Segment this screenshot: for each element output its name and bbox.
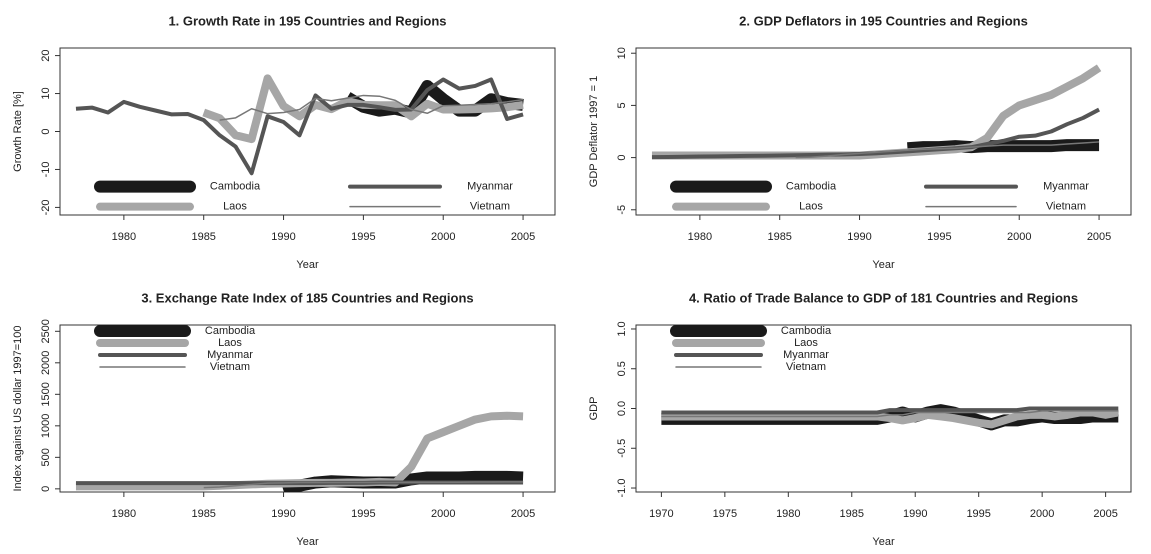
series-line [75, 77, 524, 176]
y-tick-label: 5 [616, 102, 628, 108]
x-tick-label: 1995 [351, 508, 375, 520]
x-tick-label: 1995 [927, 231, 951, 243]
plot-frame [635, 47, 1132, 216]
legend-label: Laos [218, 337, 242, 349]
x-tick-label: 1995 [351, 231, 375, 243]
x-tick-label: 1975 [713, 508, 737, 520]
x-tick-label: 1990 [903, 508, 927, 520]
x-axis-label: Year [872, 259, 895, 271]
y-tick-label: 0 [40, 128, 52, 134]
chart-title: 1. Growth Rate in 195 Countries and Regi… [168, 13, 446, 28]
y-tick-label: -0.5 [616, 439, 628, 458]
legend-label: Vietnam [210, 361, 250, 373]
x-tick-label: 2005 [511, 231, 535, 243]
plot-frame [59, 324, 556, 493]
legend-label: Laos [799, 201, 823, 213]
x-axis-label: Year [296, 259, 319, 271]
y-tick-label: 1000 [40, 414, 52, 438]
y-tick-label: 1.0 [616, 321, 628, 336]
y-tick-label: 0 [616, 155, 628, 161]
y-tick-label: -5 [616, 205, 628, 215]
y-axis-label: Index against US dollar 1997=100 [12, 325, 24, 491]
x-tick-label: 1990 [271, 508, 295, 520]
legend-label: Cambodia [205, 325, 256, 337]
x-tick-label: 1990 [847, 231, 871, 243]
legend-label: Vietnam [470, 201, 510, 213]
y-tick-label: 0.5 [616, 361, 628, 376]
series-line [344, 79, 524, 119]
y-tick-label: 1500 [40, 382, 52, 406]
x-tick-label: 1980 [112, 231, 136, 243]
chart-title: 3. Exchange Rate Index of 185 Countries … [141, 290, 473, 305]
x-tick-label: 1980 [776, 508, 800, 520]
y-tick-label: 20 [40, 49, 52, 61]
chart-title: 2. GDP Deflators in 195 Countries and Re… [739, 13, 1028, 28]
x-tick-label: 2000 [1030, 508, 1054, 520]
x-tick-label: 1980 [688, 231, 712, 243]
x-axis-label: Year [296, 536, 319, 548]
legend-label: Vietnam [1046, 201, 1086, 213]
x-tick-label: 1985 [191, 508, 215, 520]
series-line [795, 141, 1100, 159]
x-tick-label: 2000 [431, 231, 455, 243]
y-tick-label: 500 [40, 448, 52, 466]
y-axis-label: Growth Rate [%] [12, 91, 24, 172]
legend-label: Myanmar [783, 349, 829, 361]
series-line [661, 406, 1119, 415]
y-tick-label: 0 [40, 486, 52, 492]
chart-title: 4. Ratio of Trade Balance to GDP of 181 … [689, 290, 1078, 305]
legend-label: Myanmar [1043, 181, 1089, 193]
x-tick-label: 1970 [649, 508, 673, 520]
x-tick-label: 1985 [840, 508, 864, 520]
y-axis-label: GDP [588, 397, 600, 421]
y-tick-label: 10 [616, 47, 628, 59]
series-line [219, 94, 524, 121]
y-tick-label: 0.0 [616, 401, 628, 416]
legend-label: Cambodia [210, 181, 261, 193]
x-tick-label: 2005 [511, 508, 535, 520]
series-line [651, 107, 1100, 160]
x-tick-label: 1995 [966, 508, 990, 520]
x-tick-label: 1990 [271, 231, 295, 243]
series-line [661, 410, 1119, 418]
legend-label: Cambodia [781, 325, 832, 337]
legend-label: Cambodia [786, 181, 837, 193]
y-tick-label: -20 [40, 199, 52, 215]
x-tick-label: 1985 [191, 231, 215, 243]
legend-label: Myanmar [207, 349, 253, 361]
y-tick-label: 10 [40, 87, 52, 99]
y-axis-label: GDP Deflator 1997 = 1 [588, 76, 600, 187]
legend-label: Laos [223, 201, 247, 213]
x-tick-label: 2005 [1093, 508, 1117, 520]
legend-label: Vietnam [786, 361, 826, 373]
y-tick-label: -10 [40, 162, 52, 178]
x-axis-label: Year [872, 536, 895, 548]
y-tick-label: 2000 [40, 351, 52, 375]
y-tick-label: 2500 [40, 319, 52, 343]
series-line [203, 481, 524, 489]
legend-label: Laos [794, 337, 818, 349]
x-tick-label: 2005 [1087, 231, 1111, 243]
x-tick-label: 2000 [431, 508, 455, 520]
x-tick-label: 2000 [1007, 231, 1031, 243]
x-tick-label: 1980 [112, 508, 136, 520]
legend-label: Myanmar [467, 181, 513, 193]
x-tick-label: 1985 [767, 231, 791, 243]
y-tick-label: -1.0 [616, 479, 628, 498]
